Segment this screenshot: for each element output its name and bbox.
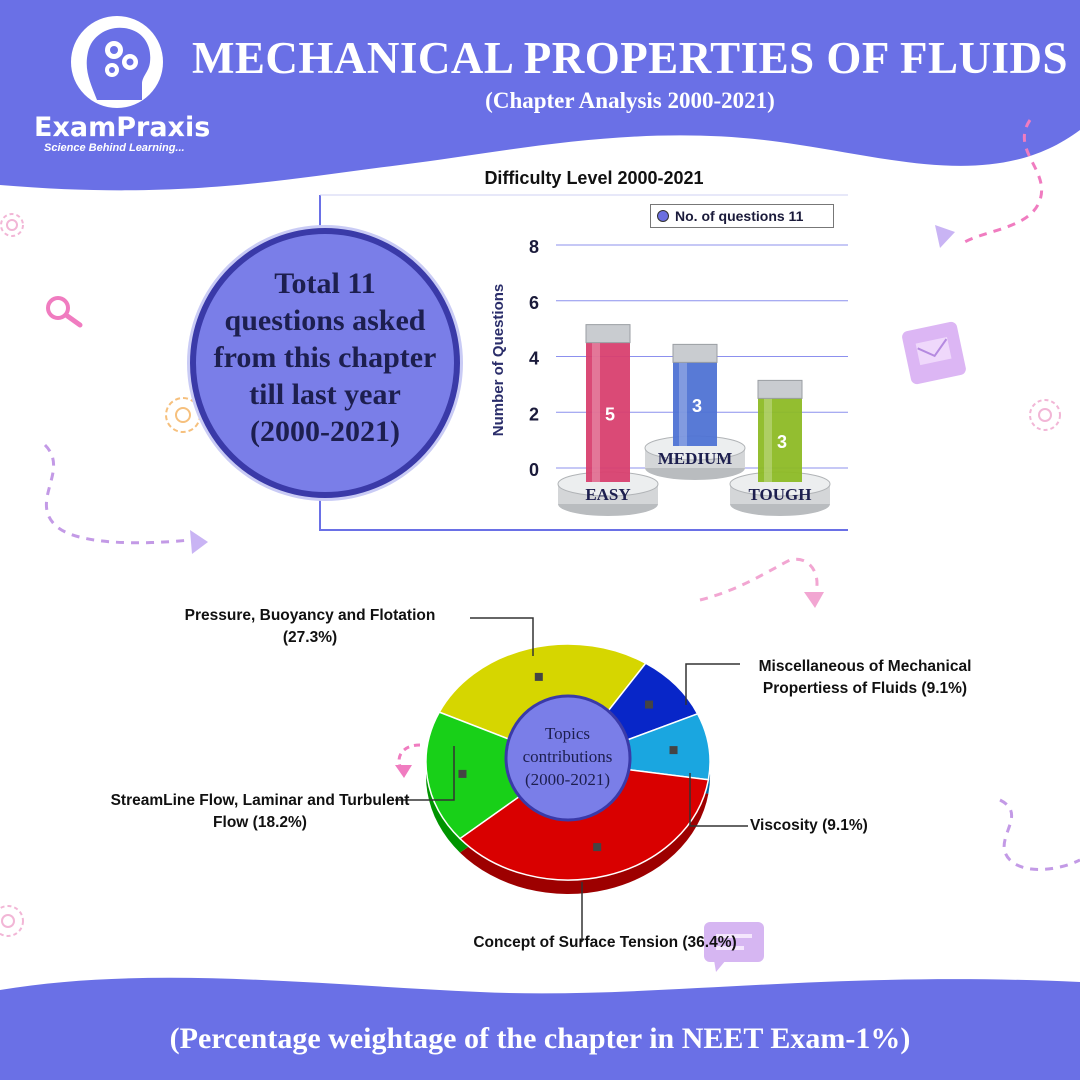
donut-slice [458, 761, 710, 881]
bar [673, 362, 717, 446]
y-tick-label: 2 [529, 404, 539, 424]
x-category-label: EASY [585, 485, 630, 504]
donut-slice [425, 711, 570, 840]
bar-cap [585, 324, 631, 344]
bar [758, 398, 802, 482]
bar-value-label: 5 [605, 404, 615, 424]
page-title: MECHANICAL PROPERTIES OF FLUIDS [191, 33, 1069, 83]
slice-label-pressure: Pressure, Buoyancy and Flotation (27.3%) [140, 605, 480, 649]
brain-gears-icon [71, 16, 163, 108]
slice-value: (36.4%) [682, 934, 737, 951]
slice-marker [669, 746, 678, 755]
chat-icon [704, 922, 764, 972]
slice-value: (18.2%) [252, 814, 307, 831]
donut-center-label: Topics contributions (2000-2021) [505, 722, 630, 791]
footer-background [0, 977, 1080, 1080]
bar-value-label: 3 [777, 432, 787, 452]
slice-label-streamline: StreamLine Flow, Laminar and Turbulent F… [105, 790, 415, 834]
summary-line: till last year [249, 378, 401, 411]
page-subtitle: (Chapter Analysis 2000-2021) [485, 88, 775, 113]
y-axis-title: Number of Questions [490, 284, 507, 437]
header-background [0, 0, 1080, 191]
search-icon [46, 296, 83, 328]
bar-highlight [592, 342, 600, 482]
summary-text: Total 11 questions asked from this chapt… [190, 265, 460, 450]
bar-highlight [764, 398, 772, 482]
gear-icon [1029, 399, 1061, 431]
slice-value: (27.3%) [282, 629, 338, 646]
slice-name: Pressure, Buoyancy and Flotation [184, 607, 436, 624]
gear-icon [0, 905, 24, 937]
slice-marker [593, 843, 602, 852]
summary-line: (2000-2021) [250, 415, 400, 448]
logo-name: ExamPraxis [34, 112, 211, 143]
bar-value-label: 3 [692, 396, 702, 416]
slice-name: Concept of Surface Tension [473, 934, 679, 951]
bar-highlight [679, 362, 687, 446]
slice-label-misc: Miscellaneous of Mechanical Propertiess … [720, 656, 1010, 700]
mail-icon [902, 321, 966, 385]
slice-label-viscosity: Viscosity (9.1%) [750, 815, 950, 837]
summary-circle [190, 228, 460, 498]
bar [586, 342, 630, 482]
center-line: contributions [522, 747, 613, 766]
center-line: (2000-2021) [525, 770, 610, 789]
logo-tagline: Science Behind Learning... [44, 142, 185, 154]
slice-marker [534, 672, 543, 681]
legend-label: No. of questions 11 [675, 208, 804, 224]
x-category-label: MEDIUM [658, 449, 733, 468]
bar-cap [672, 343, 718, 363]
y-tick-label: 8 [529, 237, 539, 257]
slice-label-surface-tension: Concept of Surface Tension (36.4%) [420, 932, 790, 954]
slice-value: (9.1%) [822, 817, 868, 834]
summary-line: questions asked [224, 304, 426, 337]
slice-name: Viscosity [750, 817, 818, 834]
slice-value: (9.1%) [921, 680, 968, 697]
chart-legend: No. of questions 11 [650, 204, 834, 228]
y-tick-label: 0 [529, 460, 539, 480]
gear-icon [0, 213, 24, 237]
footer-note: (Percentage weightage of the chapter in … [169, 1022, 911, 1055]
slice-marker [458, 769, 467, 778]
slice-marker [645, 700, 654, 709]
legend-swatch [657, 210, 669, 222]
summary-line: Total 11 [274, 267, 376, 300]
slice-name: StreamLine Flow, Laminar and Turbulent F… [110, 792, 410, 831]
slice-name: Miscellaneous of Mechanical Propertiess … [758, 658, 972, 697]
center-line: Topics [544, 724, 591, 743]
bar-cap [757, 379, 803, 399]
y-tick-label: 6 [529, 293, 539, 313]
y-axis-label: Number of Questions [490, 284, 507, 437]
x-category-label: TOUGH [749, 485, 812, 504]
summary-line: from this chapter [213, 341, 437, 374]
bar-chart-title: Difficulty Level 2000-2021 [484, 168, 704, 188]
y-tick-label: 4 [529, 349, 539, 369]
